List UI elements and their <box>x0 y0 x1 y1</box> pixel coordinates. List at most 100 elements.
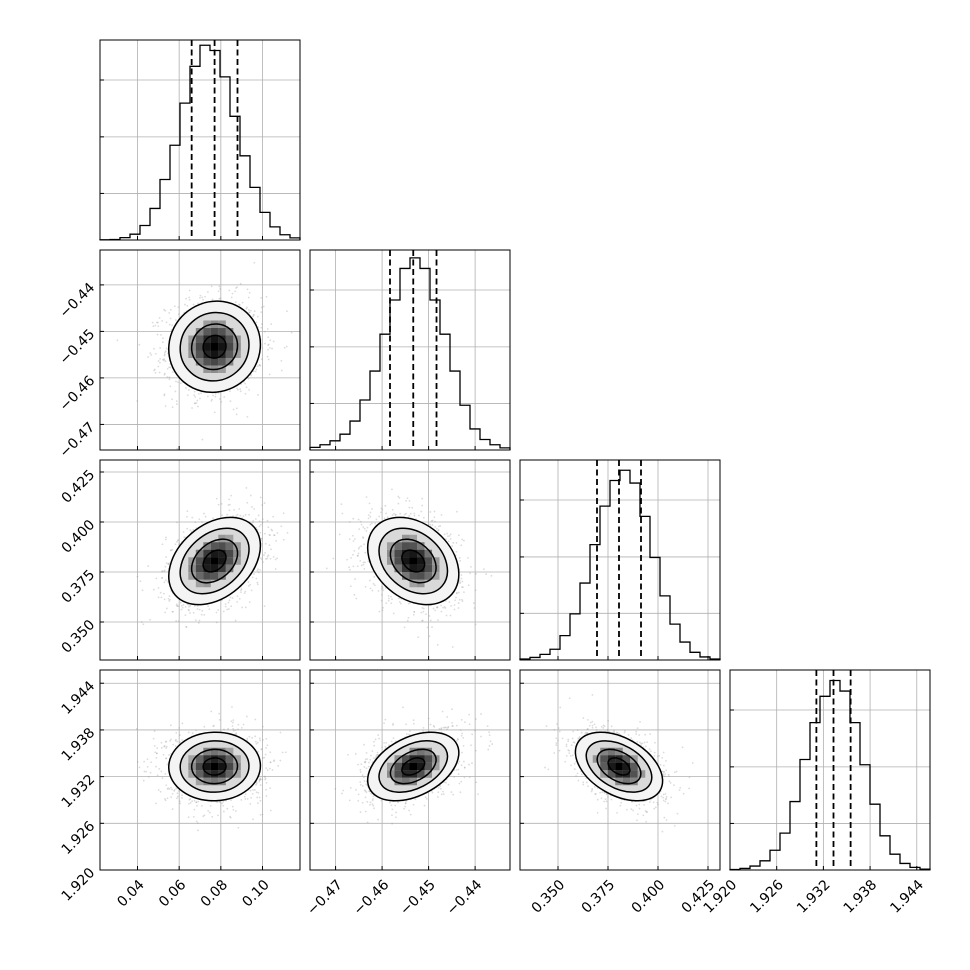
sample-point <box>150 354 153 356</box>
sample-point <box>352 540 355 542</box>
sample-point <box>192 611 195 614</box>
sample-point <box>431 519 434 522</box>
sample-point <box>249 583 252 586</box>
sample-point <box>273 534 276 537</box>
panel-frame <box>99 249 301 451</box>
sample-point <box>257 393 259 396</box>
sample-point <box>258 525 261 528</box>
sample-point <box>259 799 262 802</box>
sample-point <box>179 802 182 805</box>
density-cell <box>402 557 410 565</box>
sample-point <box>160 333 162 336</box>
sample-point <box>272 534 275 536</box>
sample-point <box>264 532 266 535</box>
sample-point <box>229 815 231 818</box>
sample-point <box>165 347 168 350</box>
sample-point <box>432 607 435 610</box>
sample-point <box>463 591 465 594</box>
sample-point <box>403 513 406 516</box>
sample-point <box>461 538 464 541</box>
sample-point <box>177 313 180 316</box>
sample-point <box>238 303 240 306</box>
sample-point <box>186 304 189 307</box>
sample-point <box>252 313 255 316</box>
histogram-step-line <box>519 469 721 660</box>
panel-frame <box>729 669 931 871</box>
sample-point <box>276 557 279 560</box>
sample-point <box>164 538 167 541</box>
sample-point <box>375 518 378 521</box>
sample-point <box>265 295 268 298</box>
sample-point <box>231 292 234 295</box>
sample-point <box>256 365 259 368</box>
sample-point <box>259 496 262 499</box>
sample-point <box>207 605 209 608</box>
sample-point <box>156 774 159 777</box>
sample-point <box>193 808 196 811</box>
density-cell <box>210 564 219 573</box>
sample-point <box>204 295 206 298</box>
sample-point <box>250 374 252 377</box>
sample-point <box>201 438 204 441</box>
sample-point <box>220 502 223 505</box>
sample-point <box>359 559 362 562</box>
contour-line <box>179 527 250 595</box>
sample-point <box>182 603 185 606</box>
density-cell <box>210 357 219 366</box>
density-cell <box>225 549 234 558</box>
sample-point <box>352 517 355 520</box>
sample-point <box>201 521 203 523</box>
sample-point <box>363 567 366 570</box>
sample-point <box>252 314 255 317</box>
sample-point <box>189 529 192 532</box>
density-cell <box>218 557 226 565</box>
sample-point <box>373 584 376 587</box>
sample-point <box>265 737 268 740</box>
sample-point <box>247 309 250 311</box>
density-cell <box>432 572 440 580</box>
sample-point <box>239 282 242 285</box>
sample-point <box>177 539 179 542</box>
sample-point <box>168 378 171 381</box>
sample-point <box>185 297 187 300</box>
density-cell <box>218 542 226 550</box>
sample-point <box>206 291 209 293</box>
sample-point <box>246 415 249 418</box>
sample-point <box>163 373 166 376</box>
density-cell <box>409 557 418 565</box>
contour-line <box>378 527 449 595</box>
sample-point <box>271 529 274 532</box>
sample-point <box>264 551 267 554</box>
sample-point <box>164 772 167 775</box>
sample-point <box>422 610 425 613</box>
sample-point <box>209 811 211 814</box>
sample-point <box>161 577 164 579</box>
sample-point <box>165 556 167 558</box>
density-cell <box>424 557 433 565</box>
sample-point <box>453 608 456 611</box>
sample-point <box>149 771 152 774</box>
sample-point <box>255 577 258 580</box>
sample-point <box>413 610 416 613</box>
sample-point <box>234 301 237 303</box>
density-cell <box>210 549 219 558</box>
sample-point <box>217 503 220 506</box>
sample-point <box>448 601 451 603</box>
sample-point <box>163 372 166 375</box>
sample-point <box>420 611 423 614</box>
sample-point <box>168 562 171 565</box>
sample-point <box>161 569 164 572</box>
sample-point <box>161 577 163 579</box>
sample-point <box>264 330 266 333</box>
density-cell <box>409 572 418 580</box>
sample-point <box>473 607 476 609</box>
sample-point <box>261 347 264 350</box>
sample-point <box>354 538 356 540</box>
sample-point <box>248 291 251 294</box>
sample-point <box>434 520 436 523</box>
sample-point <box>223 396 226 398</box>
sample-point <box>403 626 406 629</box>
histogram-step-line <box>309 257 511 450</box>
sample-point <box>267 344 269 346</box>
sample-point <box>390 602 393 605</box>
